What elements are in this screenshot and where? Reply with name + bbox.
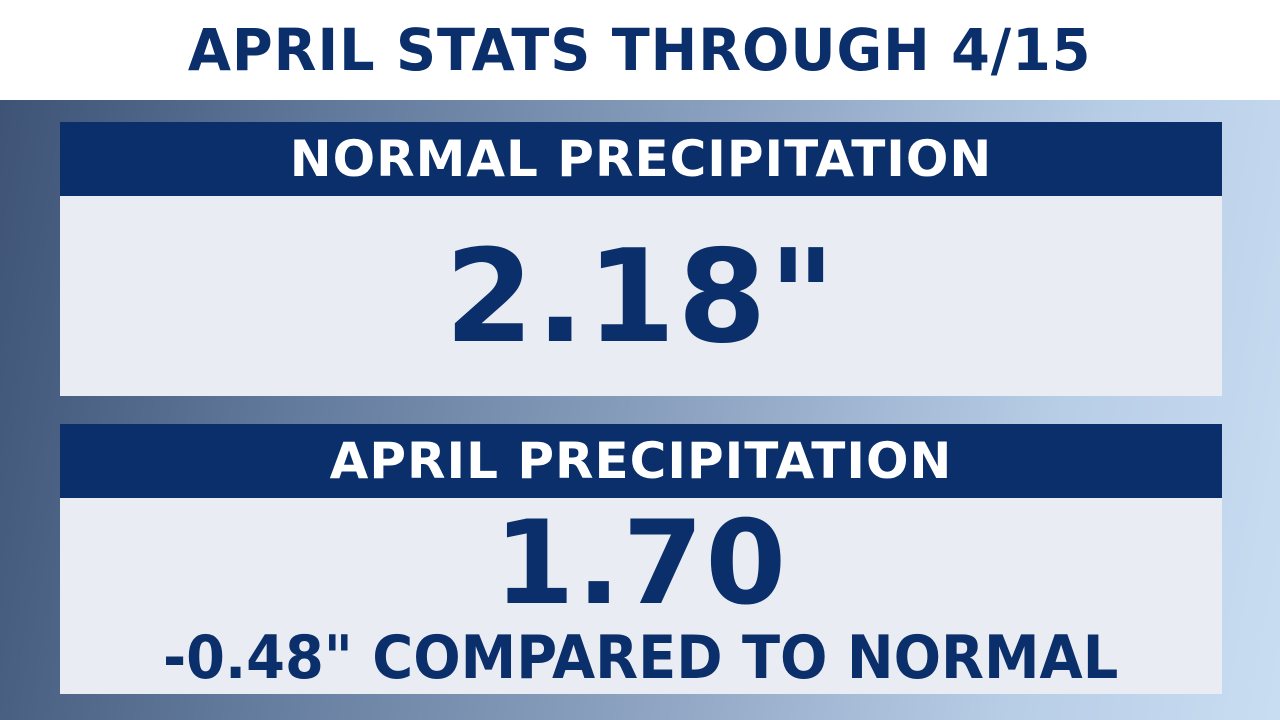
normal-precipitation-header: NORMAL PRECIPITATION [60,122,1222,196]
normal-precipitation-value: 2.18" [444,223,838,372]
april-precipitation-panel: APRIL PRECIPITATION 1.70 -0.48" COMPARED… [60,424,1222,694]
page-title: APRIL STATS THROUGH 4/15 [188,16,1092,84]
april-precipitation-body: 1.70 -0.48" COMPARED TO NORMAL [60,498,1222,694]
april-precipitation-value: 1.70 [493,496,789,631]
normal-precipitation-body: 2.18" [60,196,1222,396]
april-precipitation-header: APRIL PRECIPITATION [60,424,1222,498]
normal-precipitation-panel: NORMAL PRECIPITATION 2.18" [60,122,1222,396]
comparison-to-normal-text: -0.48" COMPARED TO NORMAL [163,623,1119,693]
title-bar: APRIL STATS THROUGH 4/15 [0,0,1280,100]
